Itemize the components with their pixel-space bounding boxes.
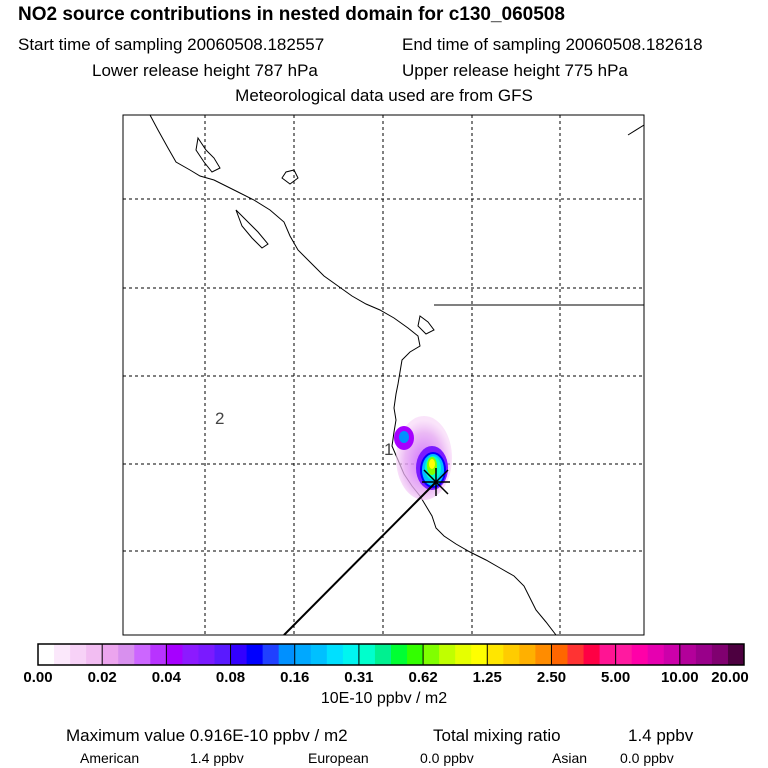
colorbar-cell [391,644,408,665]
bay-outline [417,315,435,335]
colorbar-cell [134,644,151,665]
colorbar-cell [198,644,215,665]
colorbar-cell [535,644,552,665]
colorbar-tick-label: 2.50 [536,669,567,686]
colorbar-cell [278,644,296,665]
colorbar-tick-label: 0.62 [408,669,438,686]
colorbar-cell [358,644,376,665]
colorbar-cell [567,644,585,665]
end-time: End time of sampling 20060508.182618 [402,35,703,54]
colorbar-cell [150,644,167,665]
release-point-marker [422,468,450,496]
colorbar-cell [551,644,568,665]
figure-title: NO2 source contributions in nested domai… [18,4,565,25]
coastline [149,115,557,635]
map-gridlines [123,115,644,635]
colorbar-cell [86,644,103,665]
colorbar-tick-label: 1.25 [472,669,502,686]
colorbar-cell [102,644,119,665]
colorbar-cell [374,644,392,665]
colorbar-cell [118,644,135,665]
colorbar-cell [695,644,713,665]
colorbar-tick-label: 0.00 [23,669,53,686]
colorbar-cell [439,644,456,665]
met-data-note: Meteorological data used are from GFS [235,86,533,105]
coast-fragment [627,124,644,136]
european-label: European [308,750,369,766]
region-label-1: 1 [384,440,393,459]
island-outline [195,136,221,173]
colorbar-ticks [101,644,681,665]
colorbar-tick-label: 5.00 [601,669,631,686]
colorbar-tick-label: 0.08 [215,669,246,686]
colorbar-cell [663,644,681,665]
colorbar-cell [471,644,488,665]
total-mixing-value: 1.4 ppbv [628,726,694,745]
asian-value: 0.0 ppbv [620,750,674,766]
colorbar-units: 10E-10 ppbv / m2 [320,690,448,707]
maximum-value: Maximum value 0.916E-10 ppbv / m2 [66,726,348,745]
colorbar-cell [487,644,504,665]
colorbar-cells [38,644,745,665]
colorbar-cell [214,644,232,665]
colorbar-tick-label: 0.16 [280,669,310,686]
colorbar-cell [342,644,360,665]
colorbar-cell [647,644,665,665]
colorbar-cell [294,644,312,665]
colorbar-tick-label: 20.00 [711,669,749,686]
colorbar-cell [70,644,87,665]
lower-release-height: Lower release height 787 hPa [92,61,318,80]
colorbar-cell [182,644,199,665]
colorbar-cell [727,644,745,665]
colorbar-cell [310,644,328,665]
sound-outline [281,169,299,185]
upper-release-height: Upper release height 775 hPa [402,61,628,80]
asian-label: Asian [552,750,588,766]
colorbar-tick-label: 0.02 [87,669,117,686]
colorbar-cell [262,644,280,665]
colorbar-tick-label: 0.31 [344,669,374,686]
colorbar-cell [407,644,424,665]
colorbar-cell [38,644,55,665]
colorbar-cell [711,644,729,665]
colorbar-cell [166,644,183,665]
start-time: Start time of sampling 20060508.182557 [18,35,325,54]
american-label: American [80,750,140,766]
colorbar-cell [679,644,697,665]
map-frame [122,114,645,636]
colorbar-cell [519,644,536,665]
total-mixing-label: Total mixing ratio [433,726,561,745]
colorbar-tick-label: 0.04 [151,669,181,686]
colorbar-cell [230,644,248,665]
inlet-outline [235,209,269,249]
colorbar-cell [326,644,344,665]
colorbar-cell [583,644,601,665]
colorbar-cell [615,644,633,665]
colorbar-cell [631,644,649,665]
region-label-2: 2 [215,409,224,428]
colorbar-cell [503,644,520,665]
colorbar-cell [423,644,440,665]
colorbar-tick-label: 10.00 [661,669,699,686]
colorbar-cell [599,644,617,665]
colorbar-frame [37,643,745,666]
european-value: 0.0 ppbv [420,750,474,766]
colorbar-cell [54,644,71,665]
flight-track [283,481,437,635]
colorbar-cell [455,644,472,665]
colorbar-cell [246,644,264,665]
american-value: 1.4 ppbv [190,750,244,766]
